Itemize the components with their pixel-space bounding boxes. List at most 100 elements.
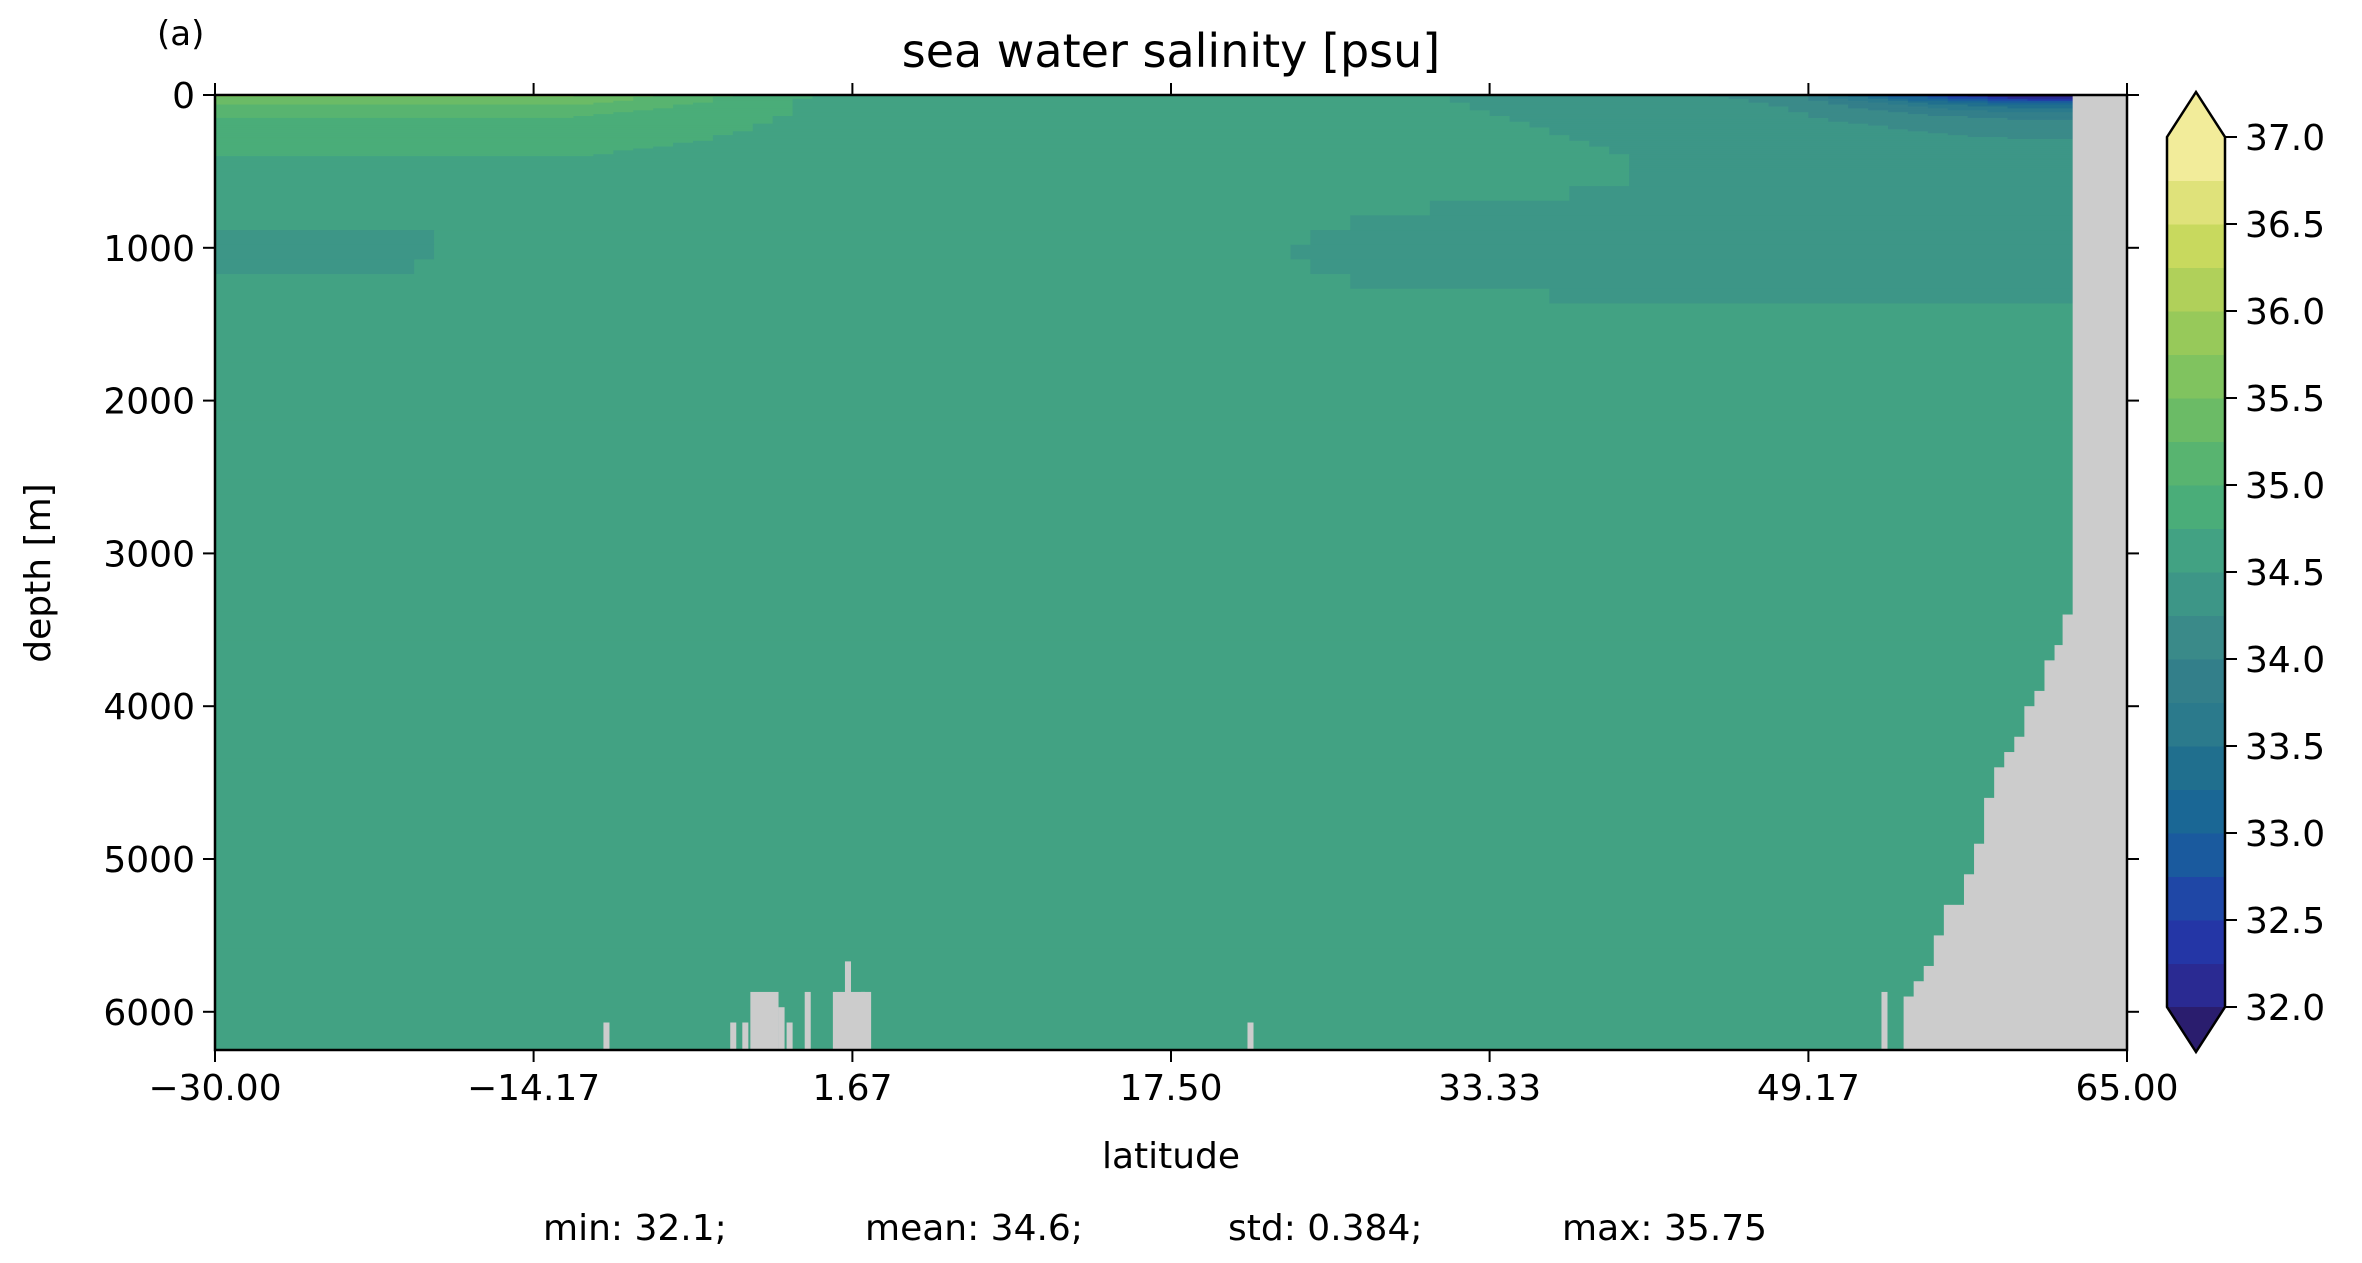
salinity-cell: [1569, 138, 2127, 142]
salinity-cell: [215, 158, 1630, 161]
salinity-cell: [1888, 98, 1909, 102]
salinity-cell: [732, 131, 1551, 134]
salinity-cell: [215, 167, 1630, 171]
salinity-cell: [215, 582, 2127, 598]
salinity-cell: [215, 464, 2127, 481]
salinity-cell: [1589, 142, 2127, 146]
salinity-cell: [215, 96, 634, 100]
salinity-cell: [215, 135, 714, 138]
salinity-cell: [1549, 131, 1929, 134]
salinity-cell: [215, 163, 1630, 167]
salinity-cell: [1828, 100, 1869, 104]
salinity-cell: [1768, 102, 1829, 106]
salinity-cell: [1907, 104, 1969, 108]
salinity-cell: [1808, 114, 1929, 117]
salinity-cell: [1629, 163, 2127, 167]
salinity-cell: [792, 102, 1471, 106]
salinity-cell: [215, 538, 2127, 554]
salinity-cell: [215, 420, 2127, 437]
colorbar-segment: [2167, 180, 2225, 225]
salinity-cell: [1768, 104, 1849, 108]
salinity-cell: [792, 100, 1451, 104]
salinity-cell: [215, 318, 2127, 334]
salinity-cell: [1549, 288, 2127, 305]
salinity-cell: [772, 121, 1531, 125]
salinity-cell: [215, 125, 754, 129]
salinity-cell: [215, 391, 2127, 407]
salinity-cell: [1967, 95, 1989, 98]
salinity-cell: [1987, 100, 2127, 104]
salinity-cell: [1350, 215, 2127, 231]
salinity-cell: [1927, 106, 2009, 109]
salinity-cell: [215, 831, 2127, 847]
salinity-cell: [215, 904, 2127, 921]
colorbar-segment: [2167, 311, 2225, 355]
salinity-cell: [215, 137, 714, 140]
salinity-cell: [693, 140, 1590, 144]
salinity-cell: [1888, 96, 1929, 100]
salinity-cell: [2007, 106, 2127, 109]
colorbar-extend-max: [2167, 92, 2225, 137]
salinity-cell: [215, 758, 2127, 774]
salinity-cell: [215, 148, 634, 151]
salinity-cell: [573, 95, 654, 98]
colorbar-segment: [2167, 528, 2225, 573]
seafloor-step: [1903, 996, 2127, 1050]
colorbar-segment: [2167, 833, 2225, 877]
salinity-cell: [215, 875, 2127, 891]
salinity-cell: [1868, 96, 1889, 100]
salinity-cell: [215, 948, 2127, 965]
salinity-cell: [215, 121, 774, 125]
salinity-cell: [732, 95, 814, 98]
stat-std: std: 0.384;: [1228, 1208, 1422, 1249]
x-tick-label: 65.00: [2075, 1068, 2178, 1109]
colorbar-tick-label: 32.0: [2245, 988, 2325, 1029]
salinity-cell: [593, 114, 794, 117]
salinity-cell: [215, 159, 1630, 163]
salinity-cell: [215, 890, 2127, 906]
salinity-cell: [215, 98, 634, 102]
x-axis-label: latitude: [1102, 1136, 1240, 1177]
salinity-cell: [1907, 129, 2127, 132]
salinity-cell: [434, 230, 1312, 246]
salinity-cell: [215, 406, 2127, 422]
salinity-cell: [1748, 98, 1809, 102]
salinity-cell: [1927, 102, 1989, 106]
salinity-cell: [1927, 131, 2127, 134]
colorbar-tick-label: 33.5: [2245, 727, 2325, 768]
x-tick-label: 1.67: [812, 1068, 892, 1109]
colorbar-tick-label: 35.5: [2245, 379, 2325, 420]
salinity-cell: [613, 152, 1610, 155]
salinity-cell: [1907, 100, 1949, 104]
salinity-cell: [1629, 165, 2127, 169]
salinity-cell: [215, 119, 774, 123]
salinity-cell: [1927, 96, 1949, 100]
salinity-cell: [1310, 230, 2127, 246]
salinity-cell: [812, 96, 1451, 100]
salinity-cell: [673, 144, 1590, 148]
salinity-cell: [653, 108, 794, 111]
salinity-cell: [215, 347, 2127, 363]
salinity-cell: [1947, 108, 2127, 111]
salinity-cell: [1629, 161, 2127, 165]
salinity-cell: [215, 165, 1630, 169]
salinity-cell: [1469, 102, 1770, 106]
salinity-cell: [1848, 95, 1869, 98]
salinity-cell: [1967, 104, 2127, 108]
salinity-cell: [1748, 100, 1829, 104]
salinity-cell: [1927, 95, 1949, 98]
colorbar-tick-label: 34.5: [2245, 553, 2325, 594]
salinity-cell: [772, 119, 1511, 123]
salinity-cell: [1947, 95, 1969, 98]
seafloor-spike: [786, 1022, 793, 1050]
colorbar-segment: [2167, 920, 2225, 964]
salinity-cell: [215, 215, 1351, 231]
salinity-cell: [215, 1007, 2127, 1023]
salinity-cell: [1449, 100, 1750, 104]
salinity-cell: [1609, 146, 2127, 150]
colorbar-segment: [2167, 746, 2225, 790]
salinity-cell: [712, 137, 1570, 140]
colorbar-tick-label: 33.0: [2245, 814, 2325, 855]
salinity-cell: [673, 104, 794, 108]
